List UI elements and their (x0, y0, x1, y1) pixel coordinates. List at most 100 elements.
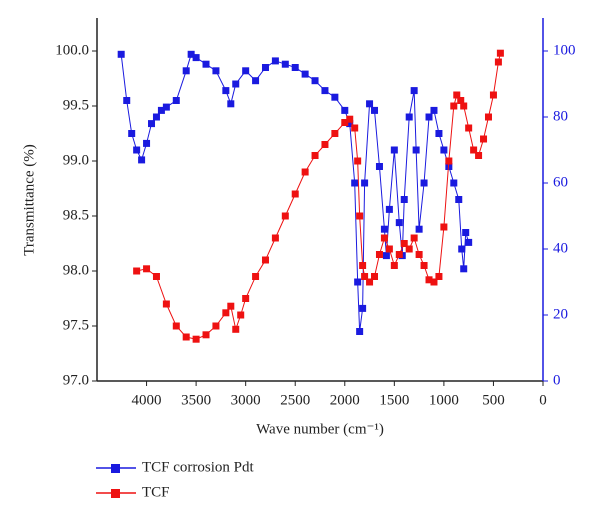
marker (375, 251, 383, 258)
marker (261, 256, 269, 264)
marker (462, 229, 470, 236)
marker (222, 309, 230, 317)
y-tick-label: 98.0 (63, 262, 89, 278)
x-axis-label: Wave number (cm⁻¹) (256, 421, 384, 437)
y2-tick-label: 40 (553, 240, 568, 256)
y-tick-label: 97.0 (63, 372, 89, 388)
marker (480, 135, 488, 143)
marker (212, 67, 220, 75)
marker (227, 100, 235, 108)
marker (361, 179, 369, 187)
marker (359, 304, 367, 312)
marker (465, 124, 473, 132)
y-tick-label: 97.5 (63, 317, 89, 333)
marker (202, 331, 210, 339)
marker (385, 205, 393, 213)
marker (470, 146, 478, 154)
legend-marker (111, 489, 120, 498)
x-tick-label: 2000 (330, 392, 360, 408)
marker (202, 60, 210, 68)
x-tick-label: 3500 (181, 392, 211, 408)
marker (321, 141, 329, 148)
marker (390, 146, 398, 154)
marker (356, 212, 364, 220)
marker (157, 106, 165, 114)
marker (261, 64, 269, 71)
series-line (120, 53, 470, 332)
x-tick-label: 1500 (379, 392, 409, 408)
marker (271, 57, 279, 65)
marker (496, 49, 504, 57)
marker (405, 245, 413, 253)
marker (152, 113, 160, 121)
marker (162, 103, 170, 111)
marker (172, 322, 180, 330)
legend-label: TCF (142, 484, 170, 500)
marker (311, 77, 319, 85)
marker (331, 93, 339, 101)
y2-tick-label: 80 (553, 108, 568, 124)
marker (425, 276, 433, 284)
series-line (136, 53, 501, 340)
marker (425, 113, 433, 121)
marker (242, 295, 250, 302)
marker (301, 168, 309, 176)
marker (371, 273, 379, 280)
marker (455, 196, 463, 203)
marker (341, 119, 349, 126)
marker (281, 212, 289, 220)
marker (182, 333, 190, 341)
legend-marker (111, 464, 120, 473)
marker (182, 67, 190, 75)
marker (301, 70, 309, 78)
marker (232, 80, 240, 88)
marker (435, 130, 443, 137)
marker (252, 77, 260, 85)
marker (440, 223, 448, 231)
marker (138, 156, 146, 164)
marker (458, 245, 466, 253)
marker (341, 106, 349, 114)
marker (351, 124, 359, 132)
marker (395, 219, 403, 227)
marker (366, 278, 374, 286)
marker (385, 245, 393, 253)
marker (460, 102, 468, 110)
marker (400, 196, 408, 203)
marker (123, 97, 131, 104)
marker (366, 100, 374, 108)
marker (430, 106, 438, 114)
marker (494, 58, 502, 66)
marker (133, 146, 141, 154)
marker (450, 102, 458, 110)
marker (143, 265, 151, 273)
y-tick-label: 99.5 (63, 97, 89, 113)
marker (440, 146, 448, 154)
x-tick-label: 3000 (231, 392, 261, 408)
marker (232, 325, 240, 333)
marker (465, 238, 473, 246)
marker (410, 87, 418, 95)
marker (152, 273, 160, 280)
y-tick-label: 98.5 (63, 207, 89, 223)
marker (453, 91, 461, 99)
marker (412, 146, 420, 154)
marker (382, 252, 390, 260)
marker (371, 106, 379, 114)
marker (133, 267, 141, 275)
marker (380, 234, 388, 242)
y2-tick-label: 60 (553, 174, 568, 190)
marker (415, 251, 423, 258)
marker (237, 311, 245, 319)
y-tick-label: 100.0 (55, 42, 89, 58)
marker (410, 234, 418, 242)
x-tick-label: 0 (539, 392, 547, 408)
marker (420, 262, 428, 269)
marker (212, 322, 220, 330)
marker (331, 130, 339, 137)
marker (346, 120, 354, 128)
marker (395, 251, 403, 258)
marker (390, 262, 398, 269)
y-tick-label: 99.0 (63, 152, 89, 168)
marker (351, 179, 359, 187)
